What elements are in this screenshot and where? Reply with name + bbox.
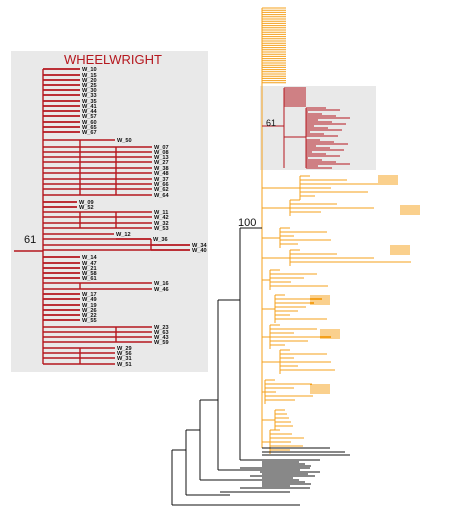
inset-leaf-label: W_49 [82, 297, 97, 303]
inset-tree [14, 68, 190, 365]
inset-leaf-label: W_14 [82, 255, 98, 261]
inset-leaf-label: W_44 [82, 109, 98, 115]
inset-leaf-label: W_07 [154, 145, 169, 151]
inset-leaf-label: W_51 [117, 362, 132, 368]
inset-leaf-label: W_40 [192, 248, 207, 254]
inset-leaf-label: W_61 [82, 276, 97, 282]
inset-leaf-label: W_41 [82, 104, 97, 110]
inset-leaf-label: W_25 [82, 83, 97, 89]
inset-leaf-label: W_64 [154, 193, 170, 199]
wheelwright-inset-panel: WHEELWRIGHT 61 W_10W_15W_20W_25W_30W_33W… [11, 51, 208, 372]
inset-leaf-label: W_29 [117, 346, 132, 352]
inset-leaf-label: W_62 [154, 187, 169, 193]
inset-leaf-label: W_31 [117, 356, 132, 362]
inset-leaf-label: W_38 [154, 166, 169, 172]
inset-leaf-label: W_35 [82, 99, 97, 105]
inset-leaf-label: W_66 [154, 182, 169, 188]
inset-leaf-label: W_08 [154, 150, 169, 156]
inset-leaf-label: W_46 [154, 287, 169, 293]
inset-leaf-label: W_21 [82, 266, 97, 272]
inset-leaf-label: W_50 [117, 138, 132, 144]
inset-leaf-label: W_60 [82, 120, 97, 126]
inset-leaf-label: W_15 [82, 73, 97, 79]
inset-leaf-label: W_12 [116, 232, 131, 238]
inset-leaf-label: W_65 [82, 125, 97, 131]
inset-leaf-labels: W_10W_15W_20W_25W_30W_33W_35W_41W_44W_57… [79, 67, 208, 368]
inset-leaf-label: W_57 [82, 114, 97, 120]
inset-leaf-label: W_56 [117, 351, 132, 357]
inset-leaf-label: W_11 [154, 210, 168, 216]
inset-leaf-label: W_13 [154, 155, 169, 161]
inset-leaf-label: W_42 [154, 215, 169, 221]
inset-leaf-label: W_22 [82, 313, 97, 319]
inset-leaf-label: W_36 [153, 237, 168, 243]
inset-leaf-label: W_16 [154, 281, 169, 287]
inset-leaf-label: W_43 [154, 335, 169, 341]
wheelwright-clade [262, 87, 350, 169]
inset-leaf-label: W_30 [82, 88, 97, 94]
inset-leaf-label: W_52 [79, 205, 94, 211]
inset-leaf-label: W_17 [82, 292, 97, 298]
inset-leaf-label: W_37 [154, 177, 169, 183]
inset-leaf-label: W_23 [154, 325, 169, 331]
inset-leaf-label: W_55 [82, 318, 97, 324]
inset-leaf-label: W_34 [192, 243, 208, 249]
support-label-61: 61 [266, 118, 276, 128]
inset-leaf-label: W_58 [82, 271, 97, 277]
inset-leaf-label: W_59 [154, 340, 169, 346]
inset-leaf-label: W_27 [154, 160, 169, 166]
main-tree: 100 61 [171, 7, 420, 506]
inset-support-label: 61 [24, 234, 36, 246]
inset-leaf-label: W_32 [154, 221, 169, 227]
inset-leaf-label: W_26 [82, 308, 97, 314]
inset-leaf-label: W_19 [82, 303, 97, 309]
inset-title: WHEELWRIGHT [64, 52, 162, 67]
inset-leaf-label: W_09 [79, 200, 94, 206]
outgroup-branches [171, 227, 350, 506]
inset-leaf-label: W_10 [82, 67, 97, 73]
inset-leaf-label: W_20 [82, 78, 97, 84]
support-label-100: 100 [238, 217, 256, 229]
inset-leaf-label: W_53 [154, 226, 169, 232]
orange-clade [261, 7, 420, 454]
inset-leaf-label: W_47 [82, 261, 97, 267]
inset-leaf-label: W_48 [154, 171, 169, 177]
inset-leaf-label: W_63 [154, 330, 169, 336]
inset-leaf-label: W_67 [82, 130, 97, 136]
inset-leaf-label: W_33 [82, 93, 97, 99]
